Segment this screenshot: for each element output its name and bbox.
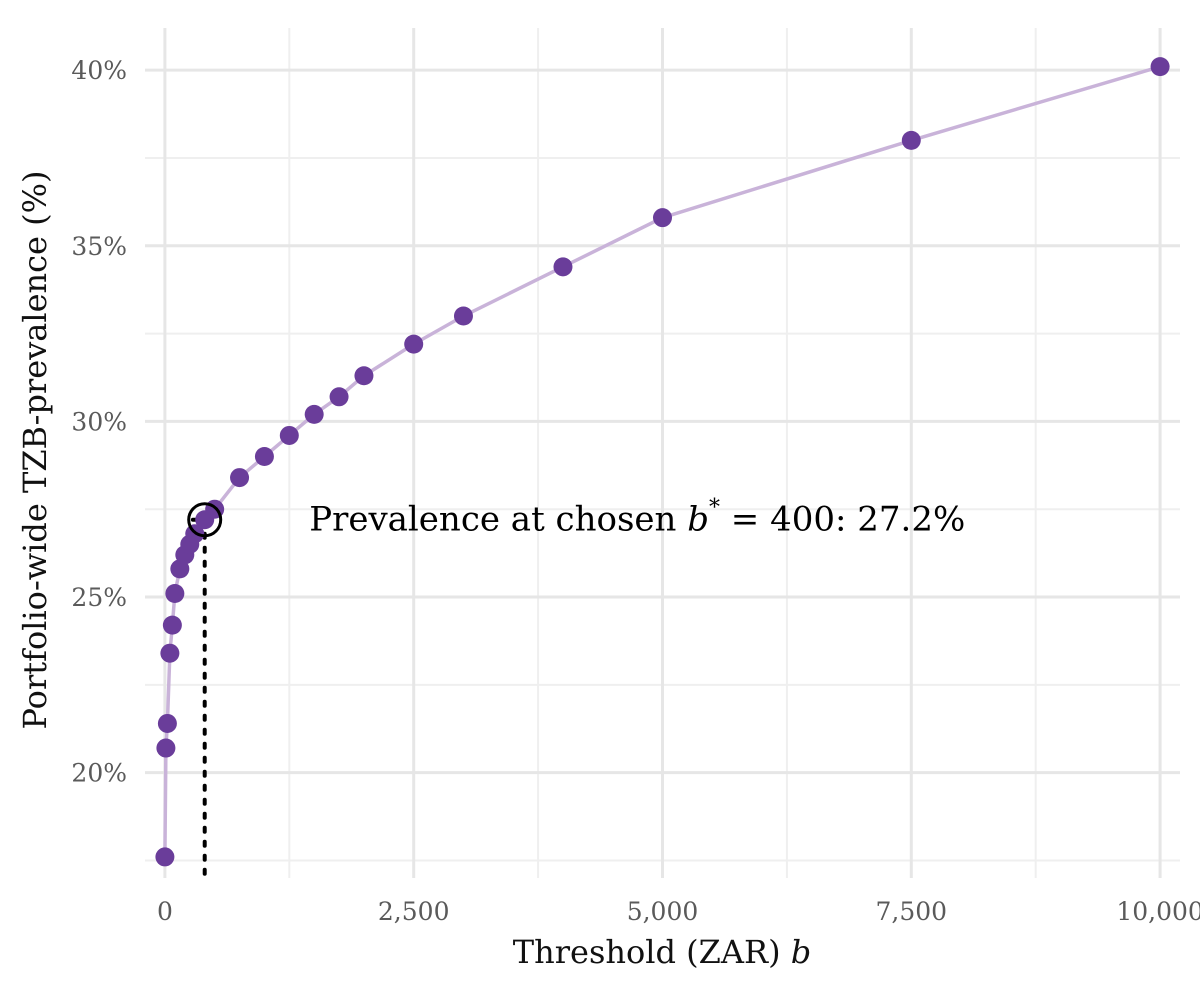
data-point [254,447,274,467]
data-point [156,738,176,758]
data-point [1150,57,1170,77]
x-tick-label: 0 [157,897,173,926]
data-point [230,468,250,488]
y-tick-label: 30% [71,407,127,436]
data-series [155,57,1170,880]
x-axis-title: Threshold (ZAR) b [513,933,811,971]
x-tick-label: 10,000 [1116,897,1200,926]
data-point [279,425,299,445]
data-point [304,404,324,424]
y-tick-label: 40% [71,56,127,85]
data-point [453,306,473,326]
y-tick-labels: 20% 25% 30% 35% 40% [71,56,127,787]
data-point [162,615,182,635]
y-tick-label: 25% [71,583,127,612]
y-tick-label: 35% [71,232,127,261]
data-point [329,387,349,407]
x-tick-labels: 0 2,500 5,000 7,500 10,000 [157,897,1200,926]
data-point [404,334,424,354]
y-axis-title: Portfolio-wide TZB-prevalence (%) [16,170,54,729]
data-point [155,847,175,867]
x-tick-label: 2,500 [378,897,450,926]
y-tick-label: 20% [71,759,127,788]
data-point [165,583,185,603]
prevalence-annotation: Prevalence at chosen b* = 400: 27.2% [309,496,965,540]
data-point [354,366,374,386]
data-point [653,208,672,228]
data-point [901,130,921,150]
data-point [553,257,573,277]
data-point [157,713,177,733]
highlight-ring [187,502,223,538]
grid-lines [145,28,1180,878]
x-tick-label: 7,500 [876,897,948,926]
data-point [160,643,180,663]
x-tick-label: 5,000 [627,897,699,926]
